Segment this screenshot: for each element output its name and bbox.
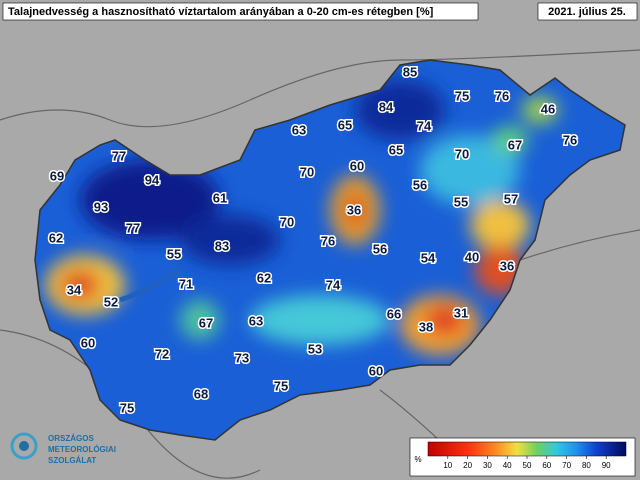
station-value: 77 (112, 148, 126, 163)
logo-text: ORSZÁGOS (48, 434, 94, 443)
station-value: 94 (145, 172, 160, 187)
station-value: 76 (321, 233, 335, 248)
station-value: 75 (274, 378, 288, 393)
station-value: 84 (379, 99, 394, 114)
station-value: 62 (49, 230, 63, 245)
station-value: 68 (194, 386, 208, 401)
station-value: 36 (347, 202, 361, 217)
station-value: 70 (300, 164, 314, 179)
station-value: 54 (421, 250, 436, 265)
station-value: 57 (504, 191, 518, 206)
legend-tick-label: 20 (463, 461, 472, 470)
station-value: 60 (350, 158, 364, 173)
station-value: 72 (155, 346, 169, 361)
station-value: 40 (465, 249, 479, 264)
station-value: 60 (369, 363, 383, 378)
title: Talajnedvesség a hasznosítható víztartal… (8, 6, 434, 18)
logo: ORSZÁGOS METEOROLÓGIAI SZOLGÁLAT (10, 432, 116, 465)
station-value: 76 (495, 88, 509, 103)
station-value: 74 (326, 277, 341, 292)
station-value: 83 (215, 238, 229, 253)
station-value: 62 (257, 270, 271, 285)
date-box (537, 2, 638, 21)
station-value: 55 (167, 246, 181, 261)
station-value: 93 (94, 199, 108, 214)
station-value: 31 (454, 305, 468, 320)
title-box (2, 2, 479, 21)
station-value: 69 (50, 168, 64, 183)
station-value: 34 (67, 282, 82, 297)
legend-tick-label: 80 (582, 461, 591, 470)
station-value: 76 (563, 132, 577, 147)
station-value: 73 (235, 350, 249, 365)
station-value: 85 (403, 64, 417, 79)
station-value: 77 (126, 220, 140, 235)
legend-ticks: 10 20 30 40 50 60 70 80 90 (443, 456, 611, 470)
station-value: 38 (419, 319, 433, 334)
station-value: 55 (454, 194, 468, 209)
station-value: 65 (389, 142, 403, 157)
station-value: 71 (179, 276, 193, 291)
station-value: 74 (417, 118, 432, 133)
legend-tick-label: 70 (562, 461, 571, 470)
legend-tick-label: 50 (523, 461, 532, 470)
station-value: 63 (249, 313, 263, 328)
station-value: 66 (387, 306, 401, 321)
station-value: 56 (373, 241, 387, 256)
station-value: 75 (120, 400, 134, 415)
station-value: 56 (413, 177, 427, 192)
legend-tick-label: 90 (602, 461, 611, 470)
station-value: 75 (455, 88, 469, 103)
logo-text: SZOLGÁLAT (48, 456, 96, 465)
logo-text: METEOROLÓGIAI (48, 445, 116, 454)
stations: 85 75 76 46 84 63 65 74 67 76 77 60 65 70 69 94 70 56 93 61… (47, 63, 578, 417)
legend-tick-label: 10 (443, 461, 452, 470)
station-value: 46 (541, 101, 555, 116)
station-value: 67 (199, 315, 213, 330)
legend-tick-label: 40 (503, 461, 512, 470)
border (0, 49, 640, 128)
legend-unit: % (414, 455, 421, 464)
date: 2021. július 25. (548, 6, 626, 18)
station-value: 36 (500, 258, 514, 273)
station-value: 70 (455, 146, 469, 161)
station-value: 60 (81, 335, 95, 350)
station-value: 52 (104, 294, 118, 309)
station-value: 53 (308, 341, 322, 356)
station-value: 63 (292, 122, 306, 137)
legend-tick-label: 60 (542, 461, 551, 470)
station-value: 70 (280, 214, 294, 229)
colorbar (427, 441, 627, 457)
lake (119, 267, 182, 303)
legend-tick-label: 30 (483, 461, 492, 470)
station-value: 61 (213, 190, 227, 205)
station-value: 65 (338, 117, 352, 132)
station-value: 67 (508, 137, 522, 152)
